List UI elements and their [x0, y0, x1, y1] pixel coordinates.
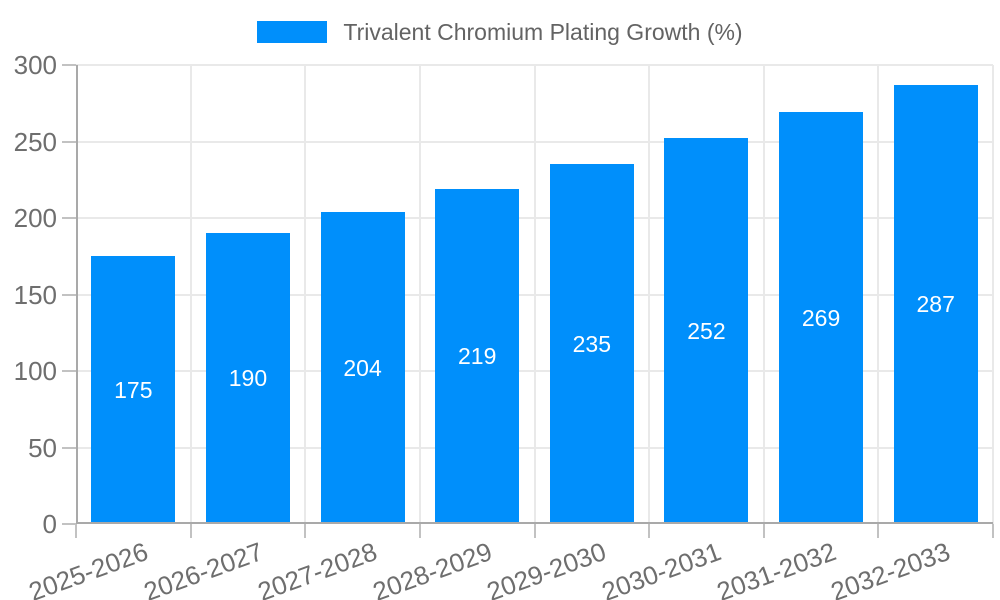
x-axis-label: 2025-2026 [24, 536, 152, 600]
bar-value-label: 269 [801, 304, 841, 331]
bar-2030-2031[interactable]: 252 [664, 138, 749, 524]
y-axis-label: 300 [13, 50, 57, 80]
bar-value-label: 219 [458, 343, 497, 369]
bar-2031-2032[interactable]: 269 [779, 112, 864, 524]
x-axis-label: 2031-2032 [712, 536, 840, 600]
y-axis-label: 150 [13, 279, 57, 310]
x-tick-mark [304, 524, 307, 538]
y-tick-mark [62, 64, 76, 66]
v-gridline [418, 65, 421, 524]
bar-value-label: 190 [228, 365, 268, 391]
legend-label: Trivalent Chromium Plating Growth (%) [343, 18, 743, 45]
x-axis-label: 2026-2027 [139, 536, 267, 600]
y-axis-label: 100 [13, 356, 57, 386]
y-tick-mark [62, 140, 76, 143]
x-axis-line [76, 522, 993, 524]
x-axis-label: 2027-2028 [254, 536, 382, 600]
x-tick-mark [189, 524, 192, 538]
v-gridline [648, 65, 651, 524]
x-tick-mark [648, 524, 651, 538]
bar-2029-2030[interactable]: 235 [549, 164, 634, 524]
legend-swatch [257, 21, 328, 43]
bar-value-label: 204 [343, 354, 382, 381]
bar-value-label: 175 [114, 376, 153, 403]
y-tick-mark [62, 217, 76, 219]
y-axis-label: 50 [28, 432, 57, 463]
plot-area: 175 190 204 219 235 252 269 287 0 50 100 150 200 250 3… [14, 52, 994, 600]
x-tick-mark [877, 524, 880, 538]
x-tick-mark [992, 524, 994, 538]
x-tick-mark [418, 524, 421, 538]
bar-2026-2027[interactable]: 190 [205, 233, 290, 524]
bar-value-label: 252 [687, 317, 726, 344]
v-gridline [533, 65, 536, 524]
y-axis-line [76, 65, 78, 524]
x-tick-mark [75, 524, 77, 538]
v-gridline [304, 65, 307, 524]
v-gridline [189, 65, 192, 524]
y-axis-label: 250 [13, 126, 57, 157]
bar-2028-2029[interactable]: 219 [435, 189, 520, 524]
bar-2025-2026[interactable]: 175 [91, 256, 176, 524]
bar-2032-2033[interactable]: 287 [893, 85, 978, 524]
x-axis-label: 2032-2033 [827, 536, 955, 600]
v-gridline [762, 65, 765, 524]
v-gridline [877, 65, 880, 524]
x-tick-mark [533, 524, 536, 538]
x-axis-label: 2028-2029 [368, 536, 496, 600]
y-axis-label: 200 [13, 203, 57, 233]
y-tick-mark [62, 523, 76, 525]
bar-value-label: 287 [916, 291, 955, 317]
bar-value-label: 235 [572, 330, 611, 357]
bar-2027-2028[interactable]: 204 [320, 212, 405, 524]
y-axis-label: 0 [42, 509, 57, 539]
x-axis-label: 2029-2030 [483, 536, 611, 600]
y-tick-mark [62, 446, 76, 449]
y-tick-mark [62, 370, 76, 372]
x-tick-mark [762, 524, 765, 538]
x-axis-label: 2030-2031 [597, 536, 726, 600]
v-gridline [992, 65, 994, 524]
y-tick-mark [62, 293, 76, 296]
legend-item[interactable]: Trivalent Chromium Plating Growth (%) [0, 14, 1000, 50]
